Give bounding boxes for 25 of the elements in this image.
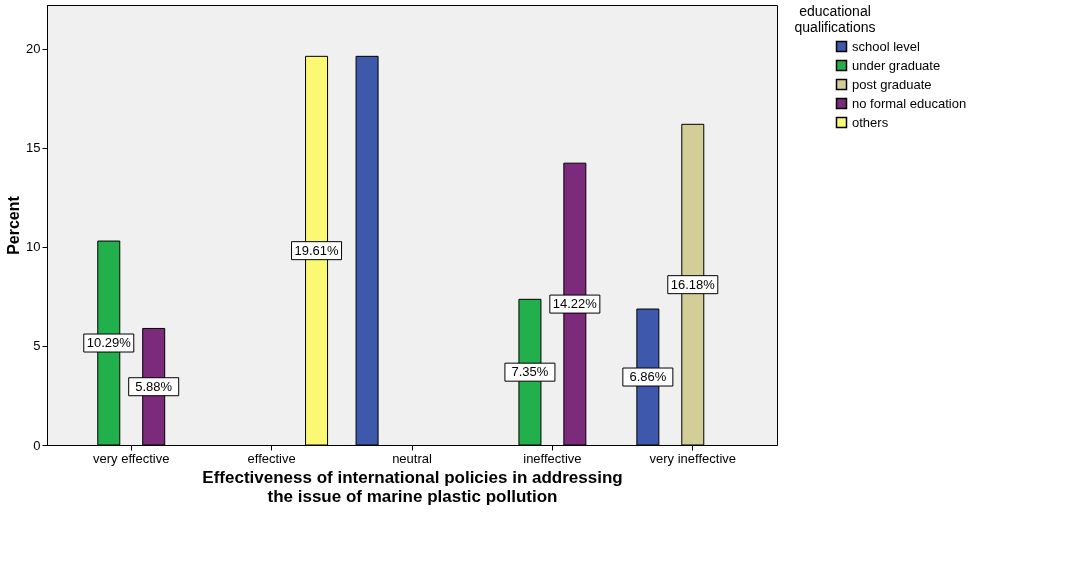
data-label: 7.35% [511,364,549,380]
x-axis-title: Effectiveness of international policies in addressing the issue of marine plastic pollution [202,467,623,506]
y-tick-label: 15 [26,140,41,156]
x-tick-label: very ineffective [649,450,736,466]
legend-label: school level [852,38,921,54]
y-tick-label: 20 [26,41,41,57]
y-tick-label: 0 [33,437,41,453]
y-tick-label: 10 [26,239,41,255]
data-label: 5.88% [135,378,173,394]
legend-label: no formal education [852,95,967,111]
data-label: 10.29% [86,335,132,351]
x-tick-label: very effective [93,450,170,466]
x-tick-label: ineffective [523,450,582,466]
legend-label: post graduate [852,76,932,92]
x-tick-label: effective [247,450,296,466]
legend-title: educational qualifications [794,3,876,35]
y-tick-label: 5 [33,338,41,354]
data-label: 16.18% [670,276,716,292]
legend-label: under graduate [852,57,941,73]
data-label: 14.22% [552,296,598,312]
data-label: 6.86% [629,369,667,385]
legend-label: others [852,114,889,130]
x-tick-label: neutral [392,450,432,466]
y-axis-title: Percent [5,195,23,255]
data-label: 19.61% [294,242,340,258]
